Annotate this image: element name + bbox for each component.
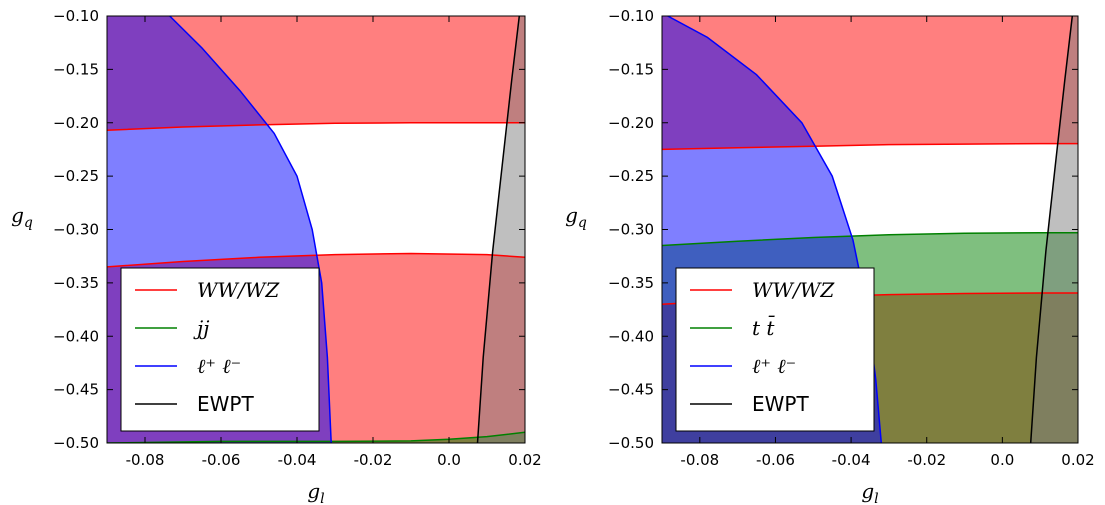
x-tick-label: 0.0 — [437, 451, 461, 469]
y-tick-label: −0.35 — [53, 274, 99, 292]
x-tick-label: -0.02 — [907, 451, 946, 469]
panel-left: -0.08 -0.06 -0.04 -0.02 0.0 0.02 −0.10 −0.15 −0.… — [11, 7, 542, 505]
legend: WW/WZ t t̄ ℓ⁺ ℓ⁻ EWPT — [675, 267, 875, 432]
legend-label: jj — [193, 316, 209, 340]
ww-wz-line-upper — [662, 142, 1078, 151]
legend-label: ℓ⁺ ℓ⁻ — [752, 354, 796, 378]
green-line — [662, 231, 1078, 247]
y-tick-label: −0.25 — [53, 167, 99, 185]
x-tick-label: -0.08 — [126, 451, 165, 469]
ewpt-line — [476, 16, 521, 443]
y-tick-label: −0.35 — [608, 274, 654, 292]
blue-line — [169, 16, 332, 443]
y-tick-label: −0.50 — [53, 434, 99, 452]
y-tick-label: −0.30 — [608, 221, 654, 239]
ww-wz-line-upper — [107, 122, 525, 131]
y-tick-label: −0.20 — [53, 114, 99, 132]
y-axis-label: gq — [11, 203, 33, 231]
x-tick-label: 0.02 — [1061, 451, 1094, 469]
x-axis-label: gl — [861, 479, 878, 505]
legend-label: EWPT — [197, 392, 254, 416]
x-tick-label: -0.06 — [756, 451, 795, 469]
ww-wz-line-lower — [107, 252, 525, 268]
x-tick-label: -0.04 — [832, 451, 871, 469]
legend-label: WW/WZ — [197, 278, 280, 302]
x-tick-label: 0.0 — [990, 451, 1014, 469]
y-tick-label: −0.45 — [53, 381, 99, 399]
y-tick-label: −0.40 — [608, 327, 654, 345]
x-tick-label: -0.04 — [278, 451, 317, 469]
y-tick-label: −0.15 — [608, 60, 654, 78]
legend-label: ℓ⁺ ℓ⁻ — [197, 354, 241, 378]
x-axis-label: gl — [307, 479, 324, 505]
ewpt-region — [1030, 16, 1078, 443]
x-tick-label: -0.08 — [680, 451, 719, 469]
y-tick-label: −0.45 — [608, 381, 654, 399]
y-tick-label: −0.10 — [53, 7, 99, 25]
legend-label: WW/WZ — [752, 278, 835, 302]
panel-right: -0.08 -0.06 -0.04 -0.02 0.0 0.02 −0.10 −0.15 −0.… — [565, 7, 1095, 505]
y-tick-label: −0.20 — [608, 114, 654, 132]
y-tick-label: −0.30 — [53, 221, 99, 239]
x-tick-label: 0.02 — [508, 451, 541, 469]
y-tick-label: −0.25 — [608, 167, 654, 185]
y-tick-label: −0.10 — [608, 7, 654, 25]
legend-label: EWPT — [752, 392, 809, 416]
legend: WW/WZ jj ℓ⁺ ℓ⁻ EWPT — [120, 267, 320, 432]
y-tick-label: −0.15 — [53, 60, 99, 78]
y-tick-label: −0.50 — [608, 434, 654, 452]
y-axis-label: gq — [565, 203, 587, 231]
x-tick-label: -0.02 — [354, 451, 393, 469]
legend-label: t t̄ — [752, 315, 775, 340]
y-tick-label: −0.40 — [53, 327, 99, 345]
x-tick-label: -0.06 — [202, 451, 241, 469]
ewpt-line — [1029, 16, 1074, 443]
